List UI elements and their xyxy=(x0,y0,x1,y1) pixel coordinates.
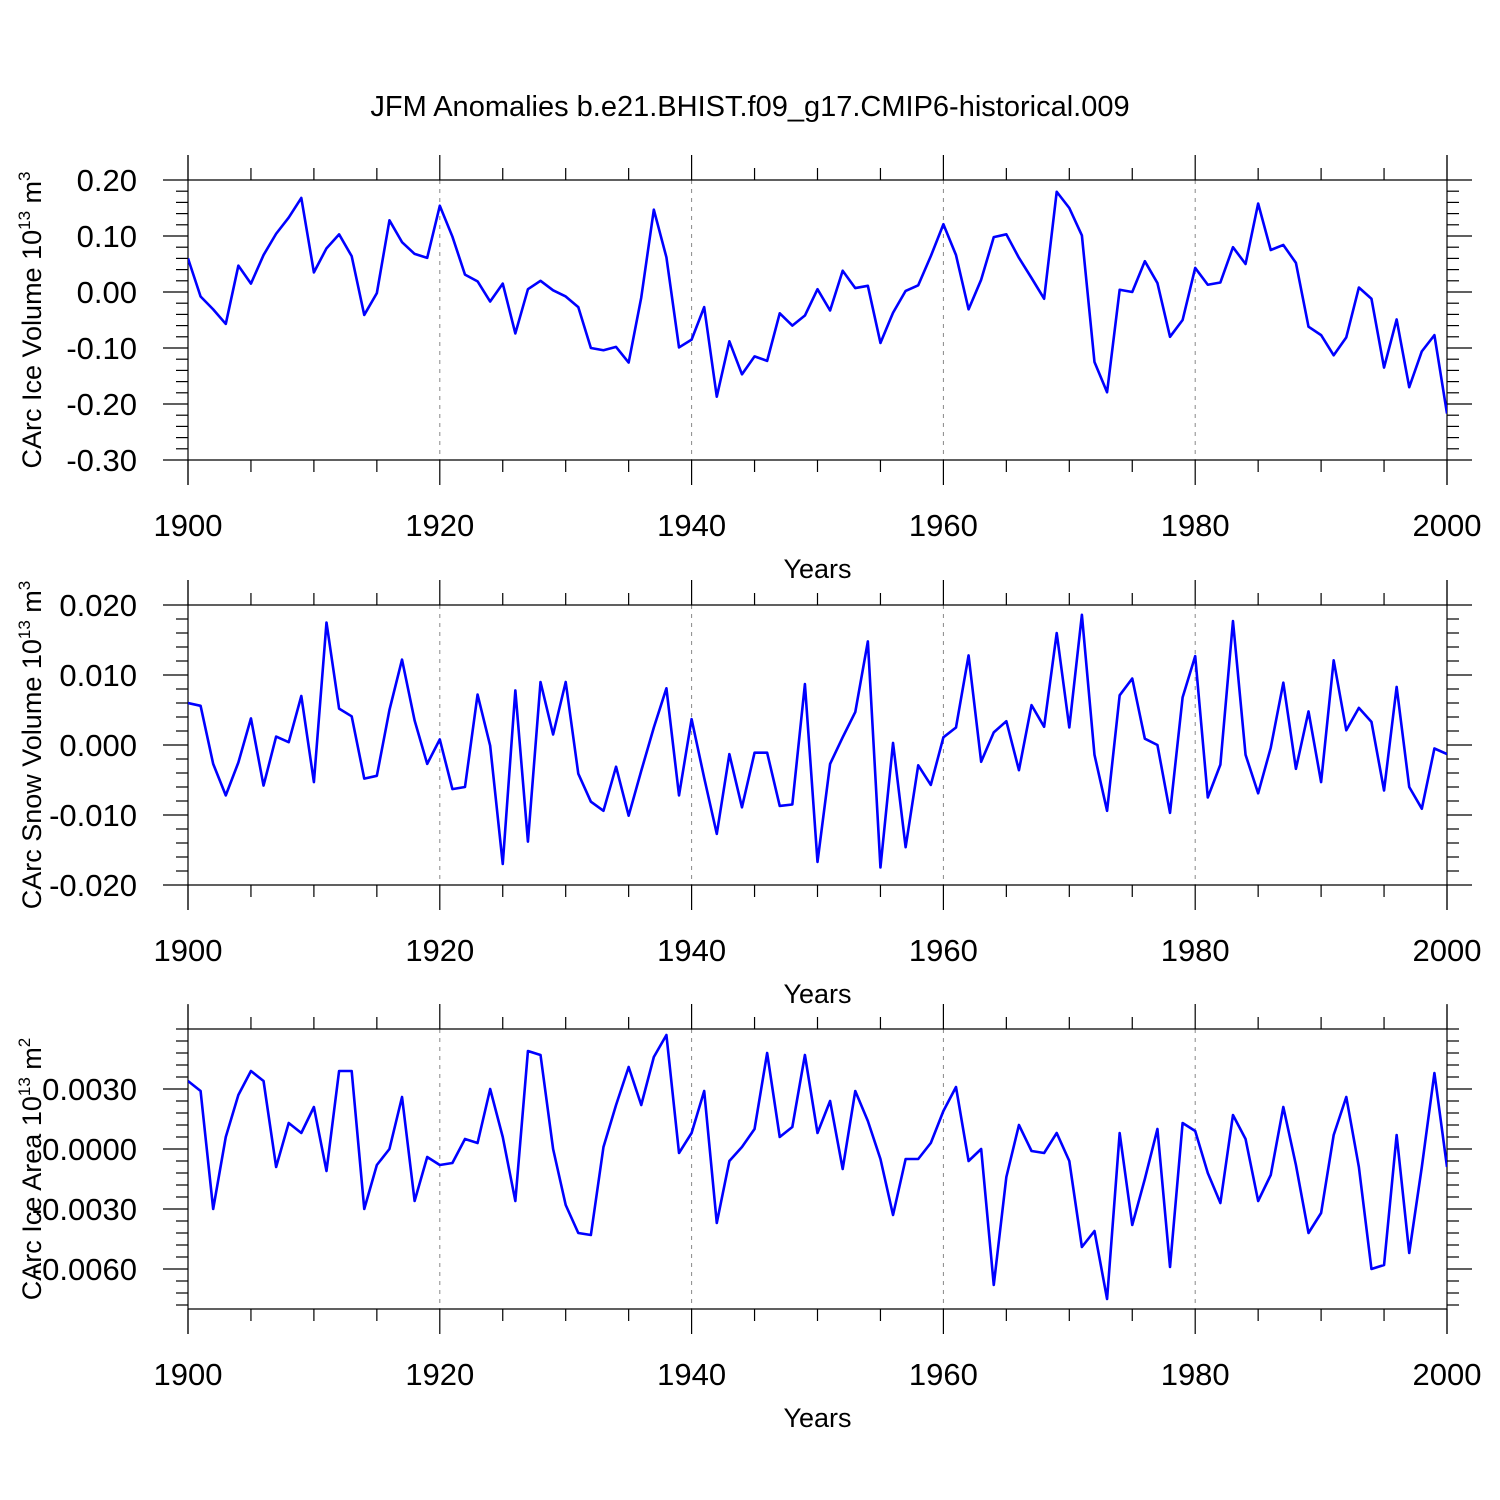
y-axis-title-part: CArc Ice Area 10 xyxy=(17,1096,47,1300)
y-tick-label: 0.010 xyxy=(59,658,137,693)
chart-panel-3: 1900 1920 1940 1960 1980 2000 0.0030 0.0000 -0.0… xyxy=(15,1004,1481,1433)
x-tick-label: 1900 xyxy=(154,933,223,968)
x-tick-label: 1900 xyxy=(154,1357,223,1392)
y-axis-title: CArc Ice Volume 1013 m3 xyxy=(15,171,47,468)
y-axis-title-superscript: 13 xyxy=(15,620,34,639)
y-axis-title-superscript: 3 xyxy=(15,581,34,590)
y-axis-title-part: m xyxy=(17,181,47,211)
y-tick-label: 0.10 xyxy=(77,219,137,254)
figure-title: JFM Anomalies b.e21.BHIST.f09_g17.CMIP6-… xyxy=(370,91,1129,123)
y-tick-label: -0.020 xyxy=(49,868,137,903)
series-line-3 xyxy=(188,1033,1447,1301)
y-axis-title: CArc Ice Area 1013 m2 xyxy=(15,1038,47,1301)
y-axis-title: CArc Snow Volume 1013 m3 xyxy=(15,581,47,910)
x-tick-label: 1920 xyxy=(405,508,474,543)
y-axis-title-superscript: 2 xyxy=(15,1038,34,1047)
y-axis-title-superscript: 3 xyxy=(15,171,34,180)
series-line-1 xyxy=(188,190,1447,414)
x-tick-label: 1980 xyxy=(1161,933,1230,968)
y-tick-label: 0.000 xyxy=(59,728,137,763)
y-tick-label: -0.010 xyxy=(49,798,137,833)
y-axis-title-part: CArc Snow Volume 10 xyxy=(17,639,47,909)
y-tick-label: -0.20 xyxy=(66,387,137,422)
y-tick-label: -0.0060 xyxy=(32,1252,137,1287)
x-tick-label: 1920 xyxy=(405,1357,474,1392)
y-tick-label: 0.020 xyxy=(59,588,137,623)
x-tick-label: 1980 xyxy=(1161,508,1230,543)
x-axis-title: Years xyxy=(783,554,851,584)
x-axis-title: Years xyxy=(783,979,851,1009)
x-tick-label: 1980 xyxy=(1161,1357,1230,1392)
x-tick-label: 1920 xyxy=(405,933,474,968)
chart-panel-2: 1900 1920 1940 1960 1980 2000 0.020 0.010 0.000 -… xyxy=(15,580,1481,1009)
x-tick-label: 1960 xyxy=(909,1357,978,1392)
x-tick-label: 1900 xyxy=(154,508,223,543)
y-tick-label: 0.0000 xyxy=(42,1132,137,1167)
y-tick-label: -0.0030 xyxy=(32,1192,137,1227)
chart-panel-1: 1900 1920 1940 1960 1980 2000 0.20 0.10 0.00 -0.1… xyxy=(15,155,1481,584)
x-tick-label: 2000 xyxy=(1413,933,1482,968)
y-axis-title-superscript: 13 xyxy=(15,1077,34,1096)
x-tick-label: 1940 xyxy=(657,933,726,968)
x-tick-label: 1940 xyxy=(657,1357,726,1392)
x-tick-label: 2000 xyxy=(1413,1357,1482,1392)
x-tick-label: 2000 xyxy=(1413,508,1482,543)
y-tick-label: -0.10 xyxy=(66,331,137,366)
y-tick-label: 0.00 xyxy=(77,275,137,310)
y-axis-title-part: m xyxy=(17,590,47,620)
series-line-2 xyxy=(188,613,1447,869)
y-tick-label: 0.20 xyxy=(77,163,137,198)
panels: 1900 1920 1940 1960 1980 2000 0.20 0.10 0.00 -0.1… xyxy=(15,155,1481,1433)
y-axis-title-superscript: 13 xyxy=(15,211,34,230)
y-axis-title-part: m xyxy=(17,1047,47,1077)
x-tick-label: 1960 xyxy=(909,933,978,968)
x-tick-label: 1940 xyxy=(657,508,726,543)
y-tick-label: -0.30 xyxy=(66,443,137,478)
x-axis-title: Years xyxy=(783,1403,851,1433)
y-tick-label: 0.0030 xyxy=(42,1072,137,1107)
y-axis-title-part: CArc Ice Volume 10 xyxy=(17,230,47,469)
x-tick-label: 1960 xyxy=(909,508,978,543)
